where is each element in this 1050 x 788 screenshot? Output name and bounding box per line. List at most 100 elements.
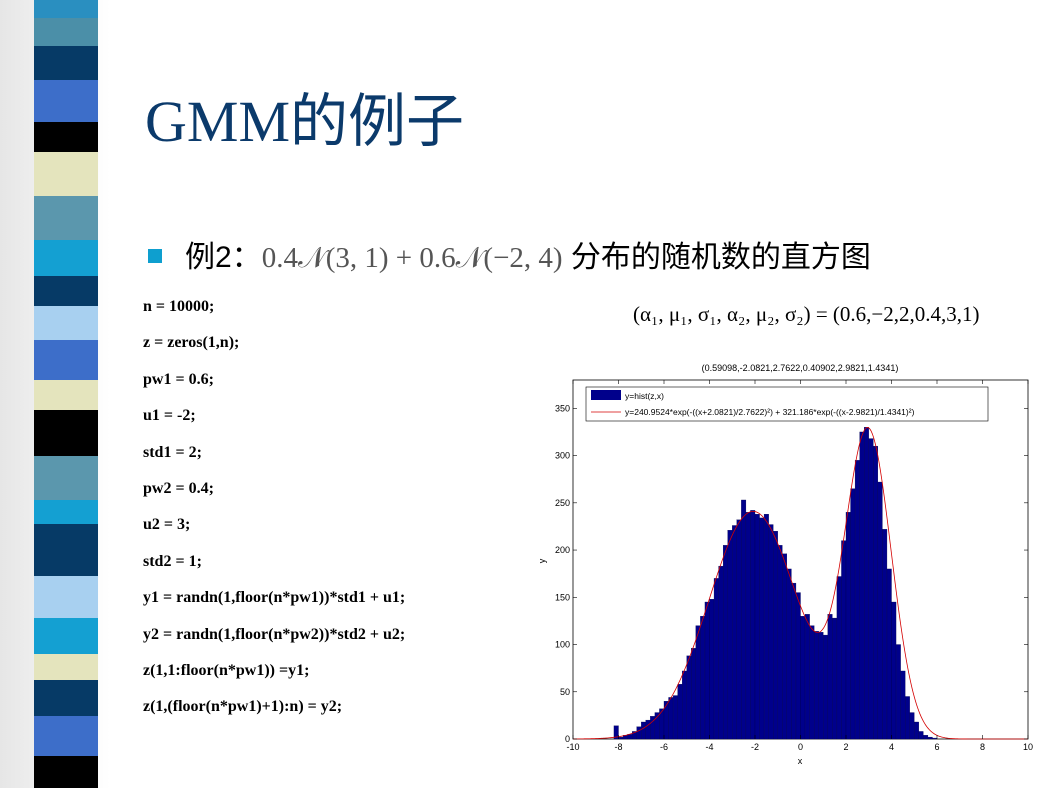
stripe-block [34, 680, 98, 716]
histogram-bar [713, 578, 719, 740]
histogram-bar [832, 617, 838, 740]
histogram-bar [854, 460, 860, 740]
x-tick-label: 10 [1023, 742, 1033, 752]
histogram-bar [613, 725, 619, 740]
histogram-bar [745, 512, 751, 740]
histogram-bar [882, 529, 888, 740]
stripe-block [34, 0, 98, 18]
histogram-bar [891, 601, 897, 740]
histogram-bar [709, 599, 715, 740]
x-tick-label: 8 [980, 742, 985, 752]
histogram-bar [736, 519, 742, 740]
chart-legend: y=hist(z,x) y=240.9524*exp(-((x+2.0821)/… [585, 386, 989, 422]
fit-curve [572, 427, 1028, 740]
stripe-block [34, 80, 98, 122]
code-line: pw2 = 0.4; [143, 479, 214, 497]
stripe-block [34, 276, 98, 306]
y-tick-label: 250 [555, 498, 570, 508]
code-line: y2 = randn(1,floor(n*pw2))*std2 + u2; [143, 625, 406, 643]
stripe-block [34, 340, 98, 380]
stripe-block [34, 46, 98, 80]
code-line: std1 = 2; [143, 443, 202, 461]
bullet-text: 例2：0.4𝒩(3, 1) + 0.6𝒩(−2, 4) 分布的随机数的直方图 [185, 232, 871, 276]
histogram-bars [613, 427, 938, 740]
histogram-bar [668, 697, 674, 740]
x-axis-label: x [798, 756, 803, 766]
stripe-block [34, 716, 98, 756]
stripe-block [34, 456, 98, 500]
histogram-bar [718, 565, 724, 740]
x-tick-label: -6 [660, 742, 668, 752]
histogram-bar [841, 540, 847, 740]
histogram-bar [795, 592, 801, 740]
histogram-bar [800, 616, 806, 740]
y-tick-label: 50 [560, 687, 570, 697]
stripe-block [34, 240, 98, 276]
code-line: u1 = -2; [143, 407, 196, 425]
y-tick-label: 100 [555, 640, 570, 650]
y-tick-label: 350 [555, 403, 570, 413]
histogram-bar [686, 655, 692, 740]
stripe-block [34, 756, 98, 788]
histogram-bar [923, 735, 929, 740]
stripe-block [34, 122, 98, 152]
stripe-block [34, 152, 98, 196]
stripe-block [34, 410, 98, 456]
histogram-bar [722, 545, 728, 740]
x-tick-label: 4 [889, 742, 894, 752]
y-axis-ticks: 0 50 100 150 200 250 300 350 [555, 403, 1028, 744]
code-line: std2 = 1; [143, 552, 202, 570]
code-line: u2 = 3; [143, 516, 191, 534]
histogram-bar [704, 601, 710, 740]
histogram-chart: (0.59098,-2.0821,2.7622,0.40902,2.9821,1… [537, 363, 1033, 766]
histogram-bar [663, 701, 669, 740]
histogram-bar [850, 488, 856, 740]
bullet-prefix: 例2： [185, 241, 262, 274]
histogram-bar [873, 445, 878, 740]
y-tick-label: 0 [565, 734, 570, 744]
histogram-bar [645, 719, 651, 740]
histogram-bar [754, 514, 760, 740]
histogram-bar [868, 438, 874, 740]
histogram-bar [732, 525, 737, 740]
histogram-bar [932, 737, 938, 740]
y-axis-label: y [537, 558, 547, 563]
histogram-bar [809, 625, 815, 740]
x-tick-label: 2 [843, 742, 848, 752]
histogram-bar [741, 499, 747, 740]
histogram-bar [818, 632, 824, 740]
chart-title: (0.59098,-2.0821,2.7622,0.40902,2.9821,1… [702, 363, 899, 373]
stripe-block [34, 196, 98, 240]
bullet-square-icon [148, 249, 162, 263]
histogram-bar [641, 721, 646, 740]
histogram-bar [759, 517, 765, 740]
code-line: y1 = randn(1,floor(n*pw1))*std1 + u1; [143, 589, 406, 607]
histogram-bar [845, 512, 851, 740]
x-tick-label: 0 [798, 742, 803, 752]
y-tick-label: 300 [555, 451, 570, 461]
histogram-bar [777, 545, 783, 740]
stripe-block [34, 524, 98, 576]
histogram-bar [750, 510, 756, 740]
histogram-bar [782, 553, 788, 740]
histogram-bar [804, 614, 810, 740]
histogram-bar [727, 530, 733, 740]
code-line: z = zeros(1,n); [143, 334, 240, 352]
code-block: n = 10000; z = zeros(1,n); pw1 = 0.6; u1… [143, 298, 405, 735]
stripe-block [34, 500, 98, 524]
histogram-bar [904, 696, 910, 740]
code-line: n = 10000; [143, 298, 215, 315]
code-line: z(1,1:floor(n*pw1)) =y1; [143, 661, 310, 679]
code-line: pw1 = 0.6; [143, 370, 214, 388]
stripe-block [34, 654, 98, 680]
histogram-bar [682, 670, 687, 740]
legend-entry-hist: y=hist(z,x) [625, 391, 664, 401]
histogram-bar [763, 514, 769, 740]
y-tick-label: 200 [555, 545, 570, 555]
x-tick-label: 6 [934, 742, 939, 752]
histogram-bar [618, 736, 624, 740]
histogram-bar [877, 481, 883, 740]
histogram-bar [636, 726, 642, 740]
stripe-block [34, 618, 98, 654]
histogram-bar [836, 576, 842, 740]
